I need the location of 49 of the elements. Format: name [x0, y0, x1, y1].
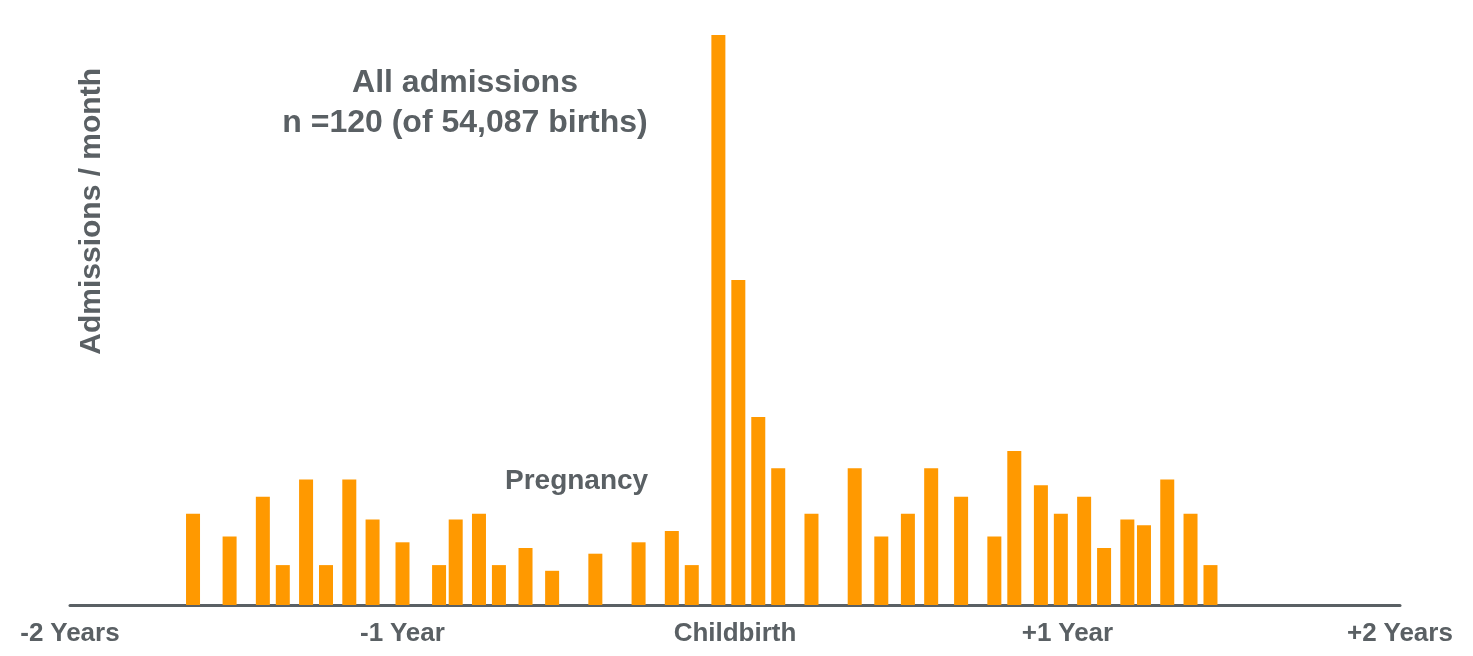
- bar: [771, 468, 786, 605]
- bar: [491, 565, 506, 605]
- bar: [342, 479, 357, 605]
- bar: [924, 468, 939, 605]
- x-tick-label: +1 Year: [1021, 617, 1114, 647]
- bar: [186, 513, 201, 605]
- annotation: Pregnancy: [505, 463, 649, 495]
- x-tick-label: +2 Years: [1347, 617, 1453, 647]
- bar: [954, 496, 969, 605]
- bar: [255, 496, 270, 605]
- bar: [1120, 519, 1135, 605]
- bar: [275, 565, 290, 605]
- bar: [987, 536, 1002, 605]
- x-tick-label: Childbirth: [673, 617, 797, 647]
- bar: [1160, 479, 1175, 605]
- bar: [588, 553, 603, 605]
- bar: [1007, 451, 1022, 605]
- bar: [1097, 548, 1112, 605]
- bar: [518, 548, 533, 605]
- bar: [545, 570, 560, 605]
- bar: [1033, 485, 1048, 605]
- bar: [1077, 496, 1092, 605]
- bar: [365, 519, 380, 605]
- bar: [804, 513, 819, 605]
- bar: [1203, 565, 1218, 605]
- bar: [299, 479, 314, 605]
- bar: [395, 542, 410, 605]
- bar: [731, 280, 746, 605]
- text: All admissions: [352, 63, 578, 99]
- bar: [319, 565, 334, 605]
- x-tick-label: -1 Year: [360, 617, 445, 647]
- bar: [874, 536, 889, 605]
- bar: [432, 565, 447, 605]
- bar: [711, 35, 726, 605]
- bar: [471, 513, 486, 605]
- bar: [1136, 525, 1151, 605]
- bar: [684, 565, 699, 605]
- bar: [751, 416, 766, 605]
- bar: [222, 536, 237, 605]
- x-tick-label: -2 Years: [20, 617, 120, 647]
- bar: [448, 519, 463, 605]
- y-axis-title: Admissions / month: [72, 68, 106, 355]
- bar: [664, 530, 679, 605]
- bar: [1183, 513, 1198, 605]
- bar: [847, 468, 862, 605]
- bar: [1053, 513, 1068, 605]
- text: n =120 (of 54,087 births): [282, 103, 648, 139]
- bar: [900, 513, 915, 605]
- bar: [631, 542, 646, 605]
